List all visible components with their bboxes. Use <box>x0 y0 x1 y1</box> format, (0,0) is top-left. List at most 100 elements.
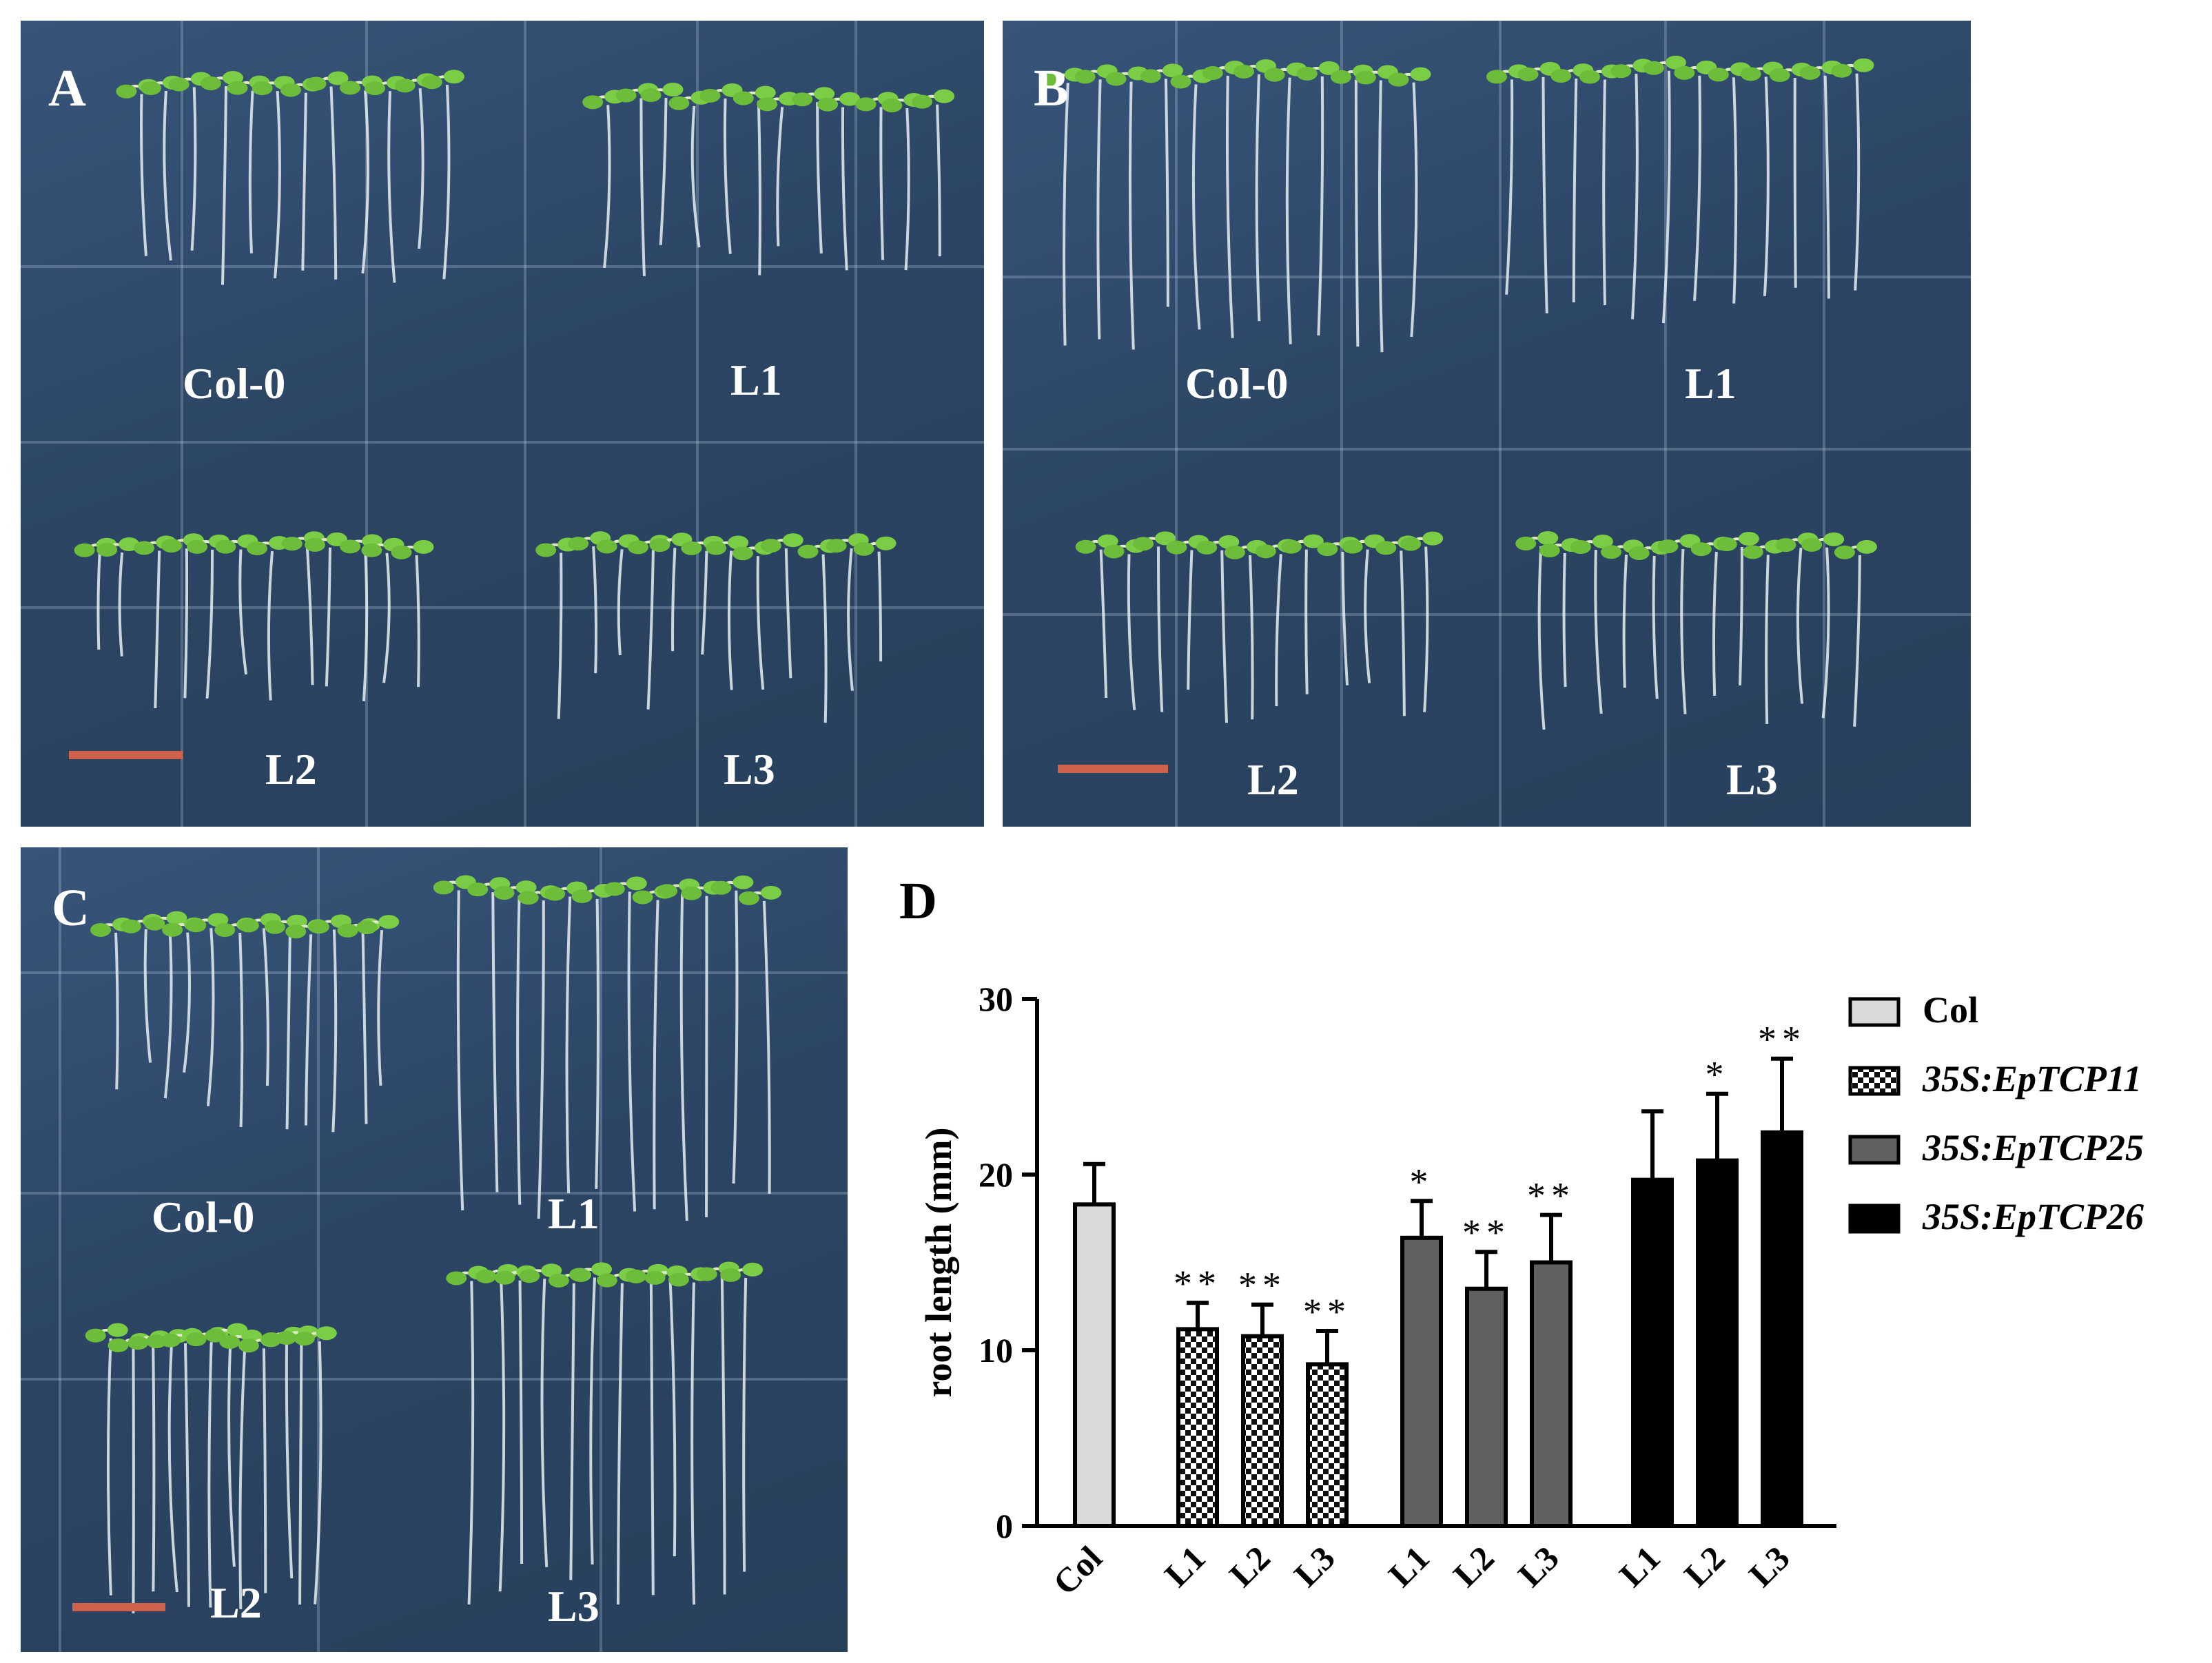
seedling <box>1643 55 1686 324</box>
seedling <box>144 911 187 1099</box>
seedling <box>1550 63 1594 302</box>
label-col-0: Col-0 <box>1185 359 1289 408</box>
seedling <box>96 537 140 657</box>
seedling <box>391 539 434 688</box>
significance-label: * <box>1410 1161 1434 1202</box>
seedling <box>519 1263 562 1567</box>
bar <box>1631 1177 1674 1528</box>
seedling <box>337 918 380 1124</box>
seedling <box>168 72 212 251</box>
seedling <box>1742 539 1785 724</box>
legend-swatch <box>1848 1135 1901 1165</box>
seedling <box>1579 64 1622 306</box>
seedling <box>668 90 712 248</box>
seedling <box>1317 537 1360 685</box>
seedling <box>627 535 670 710</box>
scale-bar <box>69 751 183 759</box>
seedling <box>90 917 134 1090</box>
legend-label: Col <box>1923 989 1978 1031</box>
seedling <box>582 90 626 269</box>
seedling <box>1610 59 1654 320</box>
seedling <box>361 537 404 683</box>
scale-bar <box>72 1603 165 1611</box>
seedling <box>1330 64 1373 347</box>
y-tick-label: 0 <box>996 1507 1013 1545</box>
seedling <box>1388 67 1431 338</box>
panel-c-photo: C Col-0 L1 L2 L3 <box>21 847 848 1652</box>
seedling <box>116 79 159 256</box>
seedling <box>421 70 464 280</box>
seedling <box>912 89 955 257</box>
seedling <box>161 533 204 699</box>
label-l2: L2 <box>265 745 317 794</box>
seedling <box>535 537 579 719</box>
bar <box>1176 1327 1219 1529</box>
label-l3: L3 <box>1726 755 1778 804</box>
bar <box>1530 1260 1573 1528</box>
seedling <box>757 92 800 247</box>
seedling <box>305 71 349 280</box>
seedling <box>493 880 537 1205</box>
seedling <box>1375 535 1419 716</box>
seedling <box>1296 61 1340 335</box>
seedling <box>1105 66 1149 350</box>
seedling <box>720 1262 764 1572</box>
seedling <box>140 75 183 261</box>
label-l3: L3 <box>724 745 775 794</box>
seedling <box>260 1326 304 1579</box>
seedling <box>276 1325 319 1605</box>
seedling <box>1601 539 1644 688</box>
seedling <box>200 71 243 285</box>
significance-label: ** <box>1174 1263 1222 1304</box>
bar <box>1306 1362 1349 1529</box>
seedling <box>238 913 281 1086</box>
legend-swatch <box>1848 1204 1901 1234</box>
seedling <box>518 885 561 1219</box>
seedling <box>853 536 897 662</box>
label-col-0: Col-0 <box>152 1192 255 1241</box>
legend-label: 35S:EpTCP11 <box>1922 1058 2142 1099</box>
seedling <box>826 533 869 691</box>
label-l2: L2 <box>1247 755 1299 804</box>
seedling <box>1690 537 1734 696</box>
seedling <box>625 1263 668 1595</box>
seedling <box>1716 532 1759 686</box>
seedling <box>732 541 775 690</box>
seedling <box>227 75 270 254</box>
panel-b-letter: B <box>1034 59 1069 117</box>
seedling <box>615 83 659 276</box>
seedling <box>1202 61 1245 338</box>
seedling <box>264 914 307 1130</box>
seedling <box>881 93 925 271</box>
label-l1: L1 <box>1685 359 1737 408</box>
bar <box>1073 1202 1116 1528</box>
seedling <box>394 73 438 249</box>
bar <box>1761 1130 1803 1528</box>
seedling <box>596 1268 639 1605</box>
seedling <box>1799 60 1843 299</box>
seedling <box>1801 532 1845 719</box>
seedling <box>569 1262 612 1564</box>
seedling <box>433 875 476 1210</box>
seedling <box>1342 534 1385 683</box>
seedling <box>817 92 861 271</box>
seedlings-group <box>74 70 955 723</box>
panel-d-letter: D <box>899 872 937 930</box>
seedling <box>1486 64 1529 295</box>
legend-label: 35S:EpTCP26 <box>1922 1196 2144 1237</box>
seedling <box>475 1263 519 1592</box>
seedling <box>548 1268 591 1580</box>
x-tick-label: Col <box>1045 1538 1109 1602</box>
seedling <box>304 532 347 687</box>
panel-a-letter: A <box>48 59 86 117</box>
seedling <box>733 85 776 276</box>
seedling <box>281 531 325 685</box>
significance-label: ** <box>1758 1019 1806 1060</box>
bar <box>1241 1334 1284 1528</box>
label-l1: L1 <box>548 1189 600 1238</box>
seedling <box>185 913 229 1106</box>
seedling <box>1074 64 1118 340</box>
bar <box>1465 1286 1508 1528</box>
seedling <box>247 536 290 701</box>
seedling <box>215 534 258 675</box>
